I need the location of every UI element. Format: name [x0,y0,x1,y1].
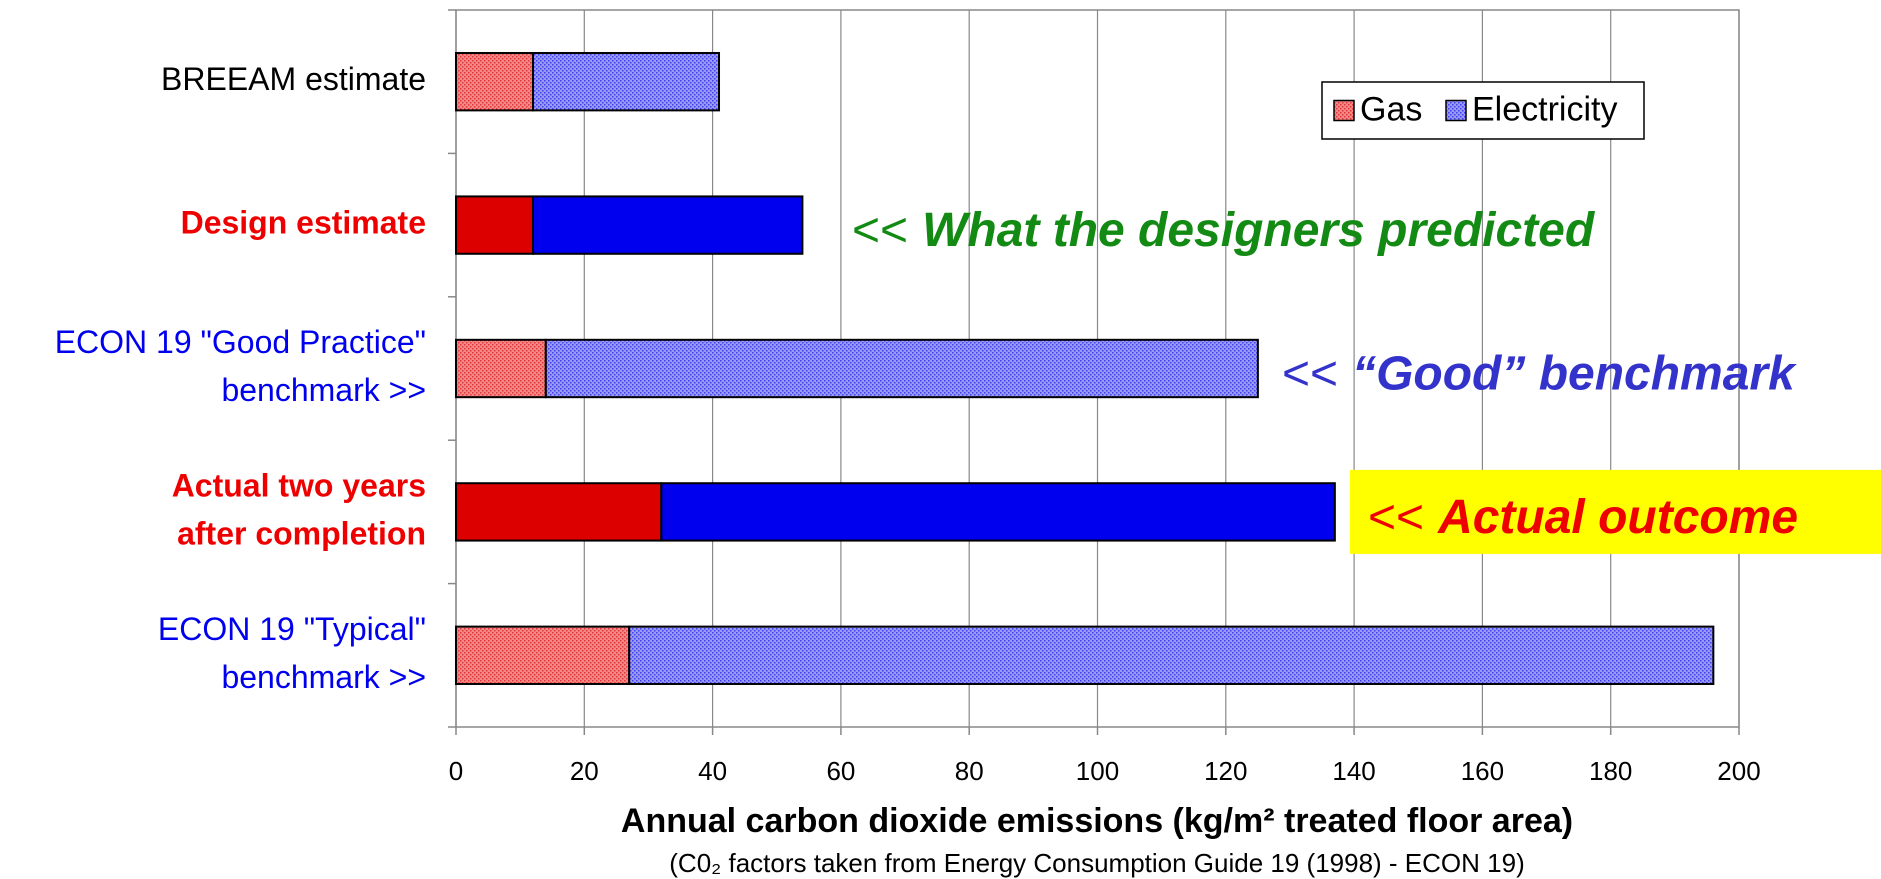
bar-segment [455,482,663,542]
annotation: << Actual outcome [1368,491,1798,544]
bar-segment [544,338,1259,399]
bar-segment [455,338,547,399]
annotation-background [1350,469,1881,554]
legend-swatch [1333,99,1355,122]
annotation-prefix: << [852,204,908,257]
legend-swatch [1445,99,1467,122]
x-tick-label: 180 [1589,756,1632,786]
x-axis-title: Annual carbon dioxide emissions (kg/m² t… [621,802,1573,840]
y-tick-label: BREEAM estimate [161,61,426,97]
annotation-text: What the designers predicted [922,204,1596,257]
annotation-prefix: << [1368,491,1424,544]
bar-segment [660,482,1336,542]
y-tick-label: after completion [177,515,426,551]
annotation-text: Actual outcome [1437,491,1798,544]
x-tick-label: 40 [698,756,727,786]
y-tick-label: ECON 19 "Typical" [158,611,426,647]
x-tick-label: 20 [570,756,599,786]
annotation: << What the designers predicted [852,204,1596,257]
bar-segment [531,52,721,112]
y-tick-label: Actual two years [172,467,426,503]
x-tick-label: 140 [1332,756,1375,786]
x-tick-label: 160 [1461,756,1504,786]
bar-segment [455,52,534,112]
legend-label: Electricity [1472,90,1617,128]
bar-segment [531,195,804,255]
note: (C0₂ factors taken from Energy Consumpti… [669,848,1524,878]
y-tick-label: Design estimate [181,205,426,241]
x-tick-label: 120 [1204,756,1247,786]
bar-segment [455,195,534,255]
x-tick-label: 200 [1717,756,1760,786]
bar-segment [455,625,631,685]
x-tick-label: 60 [826,756,855,786]
legend-box [1321,81,1645,140]
y-tick-label: benchmark >> [221,372,426,408]
bar-segment [628,625,1715,685]
y-tick-label: ECON 19 "Good Practice" [55,324,426,360]
annotation: << “Good” benchmark [1282,347,1797,400]
legend-label: Gas [1360,90,1422,128]
x-tick-label: 0 [449,756,463,786]
annotation-text: “Good” benchmark [1352,347,1797,400]
y-tick-label: benchmark >> [221,659,426,695]
x-tick-label: 100 [1076,756,1119,786]
x-tick-label: 80 [955,756,984,786]
annotation-prefix: << [1282,347,1338,400]
